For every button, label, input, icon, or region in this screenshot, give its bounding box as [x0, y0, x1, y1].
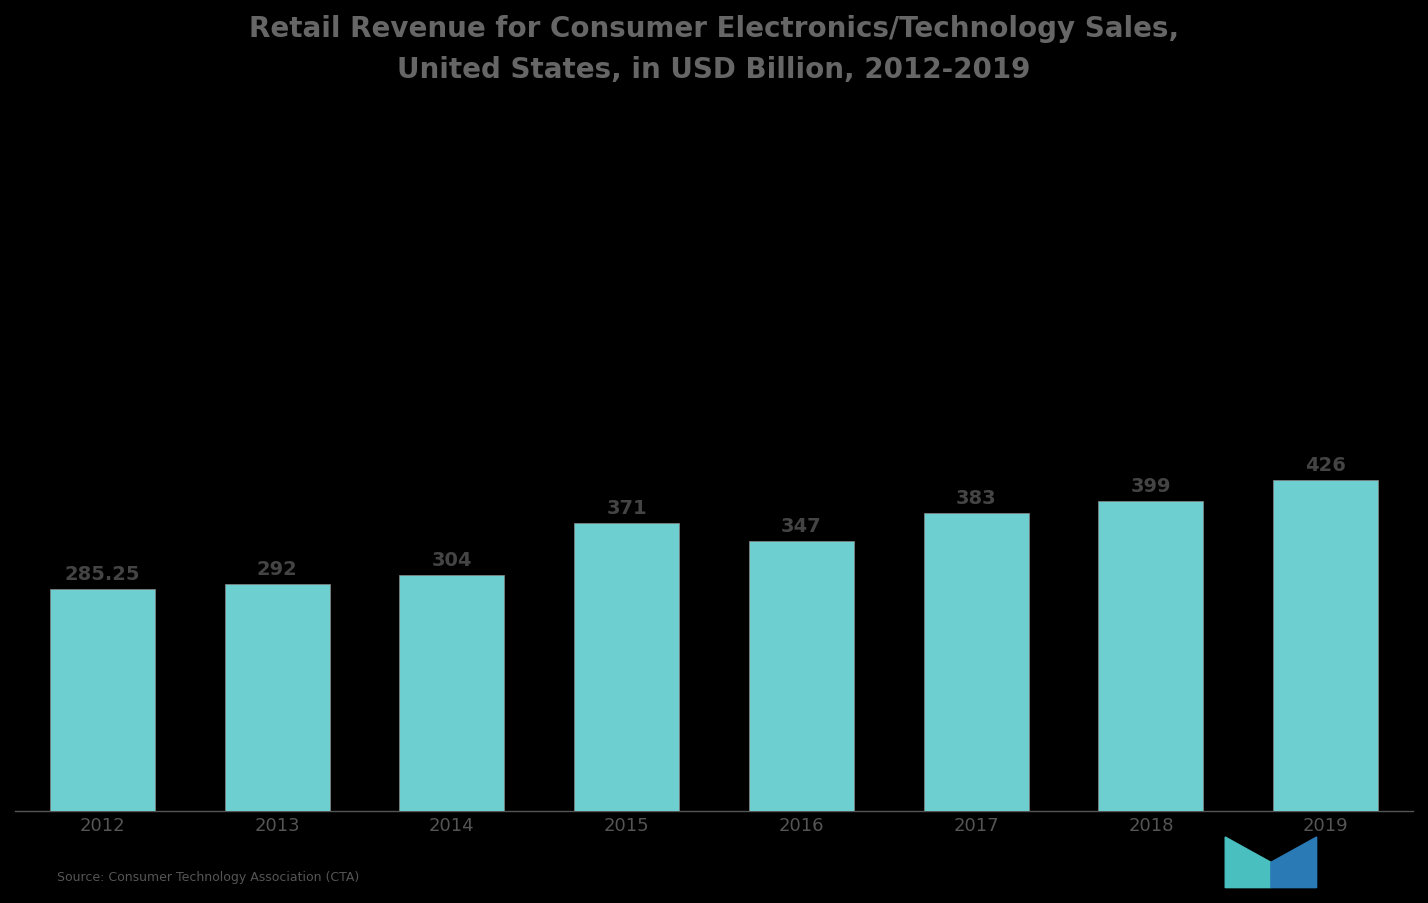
- Polygon shape: [1225, 837, 1271, 888]
- Polygon shape: [1271, 837, 1317, 888]
- Bar: [574, 523, 680, 811]
- Text: 347: 347: [781, 517, 821, 535]
- Text: Source: Consumer Technology Association (CTA): Source: Consumer Technology Association …: [57, 870, 360, 883]
- Bar: [224, 584, 330, 811]
- Bar: [400, 575, 504, 811]
- Bar: [1098, 501, 1204, 811]
- Text: 426: 426: [1305, 455, 1347, 474]
- Text: 399: 399: [1131, 476, 1171, 495]
- Bar: [924, 514, 1028, 811]
- Bar: [50, 590, 154, 811]
- Bar: [748, 542, 854, 811]
- Text: 292: 292: [257, 559, 297, 578]
- Text: 285.25: 285.25: [64, 564, 140, 583]
- Text: 383: 383: [955, 489, 997, 507]
- Text: 304: 304: [431, 550, 473, 569]
- Text: 371: 371: [607, 498, 647, 517]
- Title: Retail Revenue for Consumer Electronics/Technology Sales,
United States, in USD : Retail Revenue for Consumer Electronics/…: [248, 15, 1180, 84]
- Bar: [1274, 480, 1378, 811]
